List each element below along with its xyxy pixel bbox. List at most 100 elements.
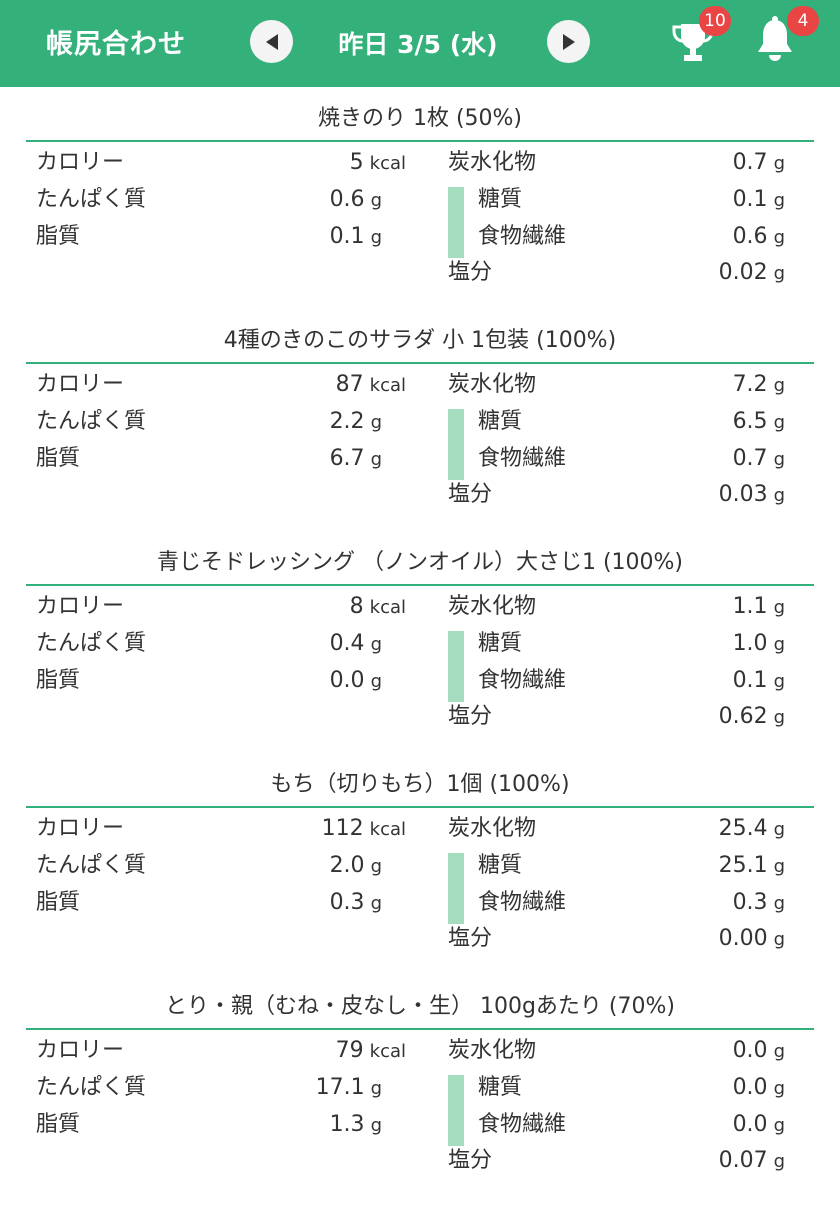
fat-value: 0.0 — [329, 668, 365, 693]
salt-label: 塩分 — [448, 1148, 493, 1173]
salt-value-wrap: 0.03 g — [719, 478, 785, 513]
protein-value-wrap: 17.1 g — [316, 1071, 382, 1106]
fat-row: 脂質 0.0 g — [36, 664, 382, 698]
gram-unit: g — [773, 1041, 785, 1062]
app-header: 帳尻合わせ 昨日 3/5 (水) 10 4 — [0, 0, 840, 87]
sugar-row: 糖質 6.5 g — [478, 405, 785, 439]
salt-value-wrap: 0.02 g — [719, 256, 785, 291]
gram-unit: g — [773, 1078, 785, 1099]
sugar-label: 糖質 — [478, 1075, 523, 1100]
salt-value-wrap: 0.00 g — [719, 922, 785, 957]
calorie-label: カロリー — [36, 1038, 125, 1063]
salt-row: 塩分 0.03 g — [448, 478, 785, 512]
sub-item-bar — [448, 631, 464, 702]
carb-value-wrap: 0.0 g — [733, 1034, 785, 1069]
sub-item-bar — [448, 409, 464, 480]
gram-unit: g — [773, 634, 785, 655]
salt-label: 塩分 — [448, 926, 493, 951]
fiber-label: 食物繊維 — [478, 224, 567, 249]
carb-label: 炭水化物 — [448, 372, 537, 397]
gram-unit: g — [370, 227, 382, 248]
gram-unit: g — [370, 1115, 382, 1136]
gram-unit: g — [773, 263, 785, 284]
fiber-value: 0.3 — [732, 890, 768, 915]
gram-unit: g — [773, 597, 785, 618]
gram-unit: g — [370, 412, 382, 433]
food-item[interactable]: とり・親（むね・皮なし・生） 100gあたり (70%) カロリー 79 kcal… — [26, 986, 814, 1208]
fiber-value-wrap: 0.1 g — [733, 664, 785, 699]
food-item[interactable]: もち（切りもち）1個 (100%) カロリー 112 kcal たんぱく質 2.0… — [26, 764, 814, 986]
protein-value: 0.4 — [329, 631, 365, 656]
gram-unit: g — [370, 449, 382, 470]
date-label[interactable]: 昨日 3/5 (水) — [338, 30, 498, 59]
fat-row: 脂質 1.3 g — [36, 1108, 382, 1142]
salt-value-wrap: 0.07 g — [719, 1144, 785, 1179]
protein-label: たんぱく質 — [36, 853, 147, 878]
next-day-button[interactable] — [547, 20, 590, 63]
gram-unit: g — [370, 1078, 382, 1099]
salt-value: 0.02 — [718, 260, 768, 285]
protein-value: 2.0 — [329, 853, 365, 878]
fat-label: 脂質 — [36, 668, 81, 693]
calorie-value: 8 — [349, 594, 364, 619]
salt-row: 塩分 0.62 g — [448, 700, 785, 734]
fiber-row: 食物繊維 0.1 g — [478, 664, 785, 698]
protein-value: 2.2 — [329, 409, 365, 434]
sugar-value: 25.1 — [718, 853, 768, 878]
gram-unit: g — [773, 1151, 785, 1172]
previous-day-button[interactable] — [250, 20, 293, 63]
food-list: 焼きのり 1枚 (50%) カロリー 5 kcal たんぱく質 0.6 g 脂質 0… — [0, 87, 840, 1208]
food-item[interactable]: 焼きのり 1枚 (50%) カロリー 5 kcal たんぱく質 0.6 g 脂質 0… — [26, 98, 814, 320]
fiber-value: 0.1 — [732, 668, 768, 693]
fiber-value: 0.6 — [732, 224, 768, 249]
sugar-row: 糖質 0.0 g — [478, 1071, 785, 1105]
sugar-label: 糖質 — [478, 187, 523, 212]
kcal-unit: kcal — [369, 819, 406, 840]
salt-value: 0.07 — [718, 1148, 768, 1173]
calorie-value-wrap: 79 kcal — [336, 1034, 406, 1069]
sugar-value: 0.1 — [732, 187, 768, 212]
fiber-value: 0.0 — [732, 1112, 768, 1137]
fat-row: 脂質 0.1 g — [36, 220, 382, 254]
protein-value-wrap: 0.4 g — [330, 627, 382, 662]
sugar-label: 糖質 — [478, 853, 523, 878]
carb-row: 炭水化物 7.2 g — [448, 368, 785, 402]
carb-value-wrap: 25.4 g — [719, 812, 785, 847]
gram-unit: g — [773, 671, 785, 692]
calorie-label: カロリー — [36, 816, 125, 841]
fiber-label: 食物繊維 — [478, 668, 567, 693]
sugar-label: 糖質 — [478, 631, 523, 656]
sugar-row: 糖質 1.0 g — [478, 627, 785, 661]
food-item[interactable]: 4種のきのこのサラダ 小 1包装 (100%) カロリー 87 kcal たんぱく… — [26, 320, 814, 542]
protein-value-wrap: 2.0 g — [330, 849, 382, 884]
protein-row: たんぱく質 2.0 g — [36, 849, 382, 883]
fat-value: 0.3 — [329, 890, 365, 915]
sub-item-bar — [448, 187, 464, 258]
fat-value-wrap: 0.3 g — [330, 886, 382, 921]
fat-row: 脂質 0.3 g — [36, 886, 382, 920]
fat-value-wrap: 0.0 g — [330, 664, 382, 699]
trophy-button[interactable] — [670, 14, 716, 64]
fiber-label: 食物繊維 — [478, 1112, 567, 1137]
trophy-count-badge: 10 — [699, 6, 731, 36]
salt-row: 塩分 0.02 g — [448, 256, 785, 290]
gram-unit: g — [370, 856, 382, 877]
salt-row: 塩分 0.07 g — [448, 1144, 785, 1178]
calorie-value-wrap: 5 kcal — [350, 146, 406, 181]
sugar-value-wrap: 1.0 g — [733, 627, 785, 662]
fiber-value-wrap: 0.0 g — [733, 1108, 785, 1143]
calorie-row: カロリー 5 kcal — [36, 146, 406, 180]
food-item[interactable]: 青じそドレッシング （ノンオイル）大さじ1 (100%) カロリー 8 kcal … — [26, 542, 814, 764]
gram-unit: g — [773, 929, 785, 950]
carb-value: 25.4 — [718, 816, 768, 841]
calorie-label: カロリー — [36, 150, 125, 175]
calorie-row: カロリー 8 kcal — [36, 590, 406, 624]
gram-unit: g — [773, 1115, 785, 1136]
notification-button[interactable] — [752, 14, 798, 64]
sub-item-bar — [448, 853, 464, 924]
protein-label: たんぱく質 — [36, 409, 147, 434]
calorie-value-wrap: 112 kcal — [322, 812, 406, 847]
protein-row: たんぱく質 17.1 g — [36, 1071, 382, 1105]
gram-unit: g — [370, 190, 382, 211]
triangle-right-icon — [562, 33, 575, 50]
